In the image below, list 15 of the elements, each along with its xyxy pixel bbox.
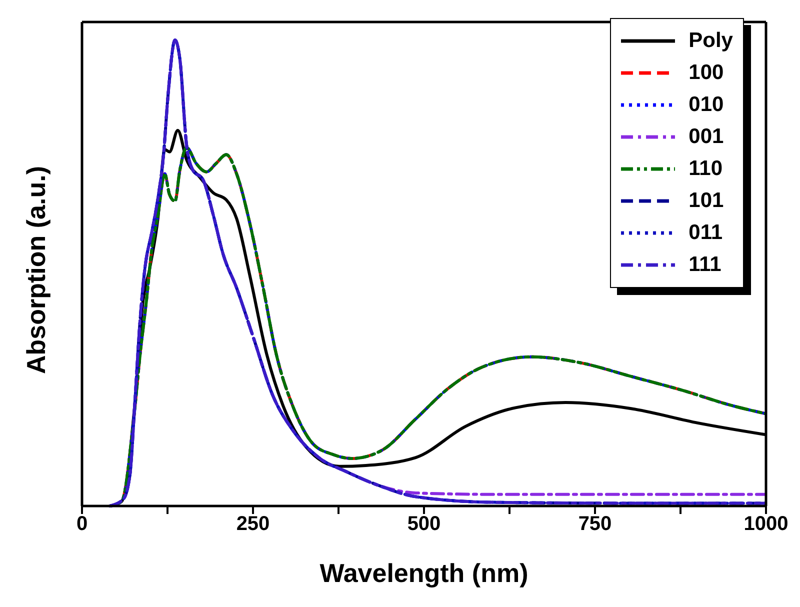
- legend-label: Poly: [688, 29, 733, 53]
- x-tick-label: 250: [236, 513, 270, 536]
- x-tick-label: 1000: [744, 513, 788, 536]
- legend-label: 011: [688, 221, 723, 245]
- legend-label: 101: [688, 189, 724, 213]
- x-tick-label: 750: [578, 513, 612, 536]
- legend-label: 100: [688, 61, 724, 85]
- legend-label: 111: [688, 253, 722, 277]
- y-axis-title: Absorption (a.u.): [21, 166, 52, 374]
- legend-label: 001: [688, 125, 724, 149]
- legend-label: 010: [688, 93, 724, 117]
- x-tick-label: 0: [76, 513, 88, 536]
- x-axis-title: Wavelength (nm): [320, 558, 528, 588]
- x-tick-label: 500: [407, 513, 441, 536]
- legend-label: 110: [688, 157, 723, 181]
